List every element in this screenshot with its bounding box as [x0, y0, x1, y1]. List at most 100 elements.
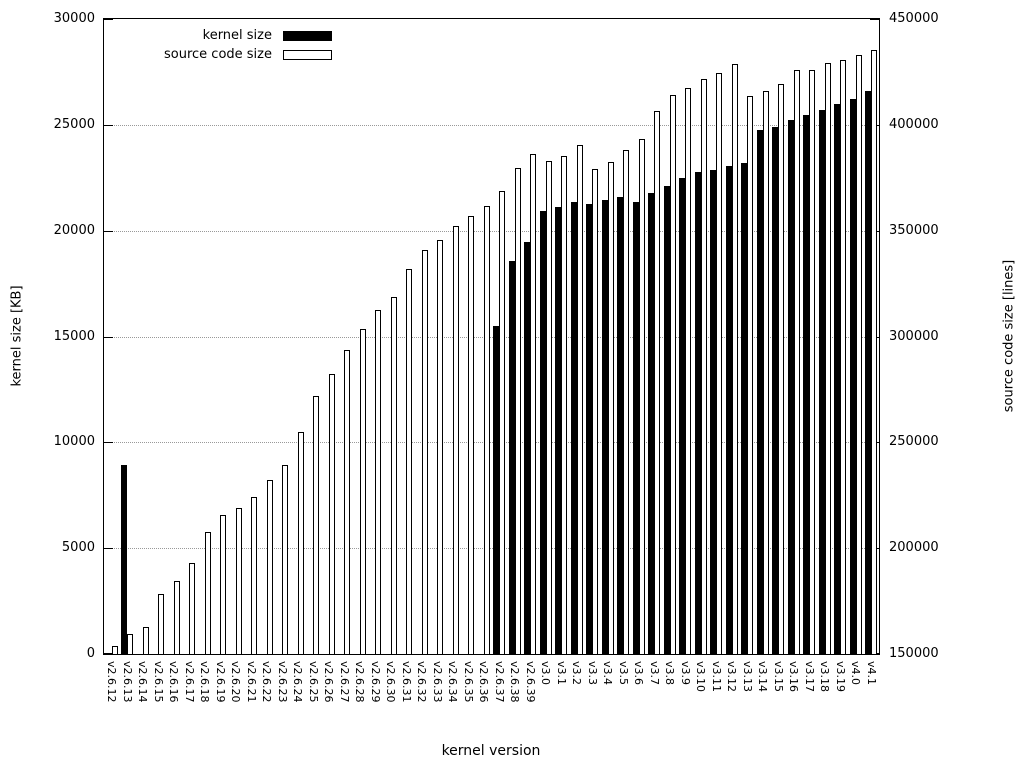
bar-kernel-size-v4.1: [865, 91, 871, 654]
x-tick-label-v2.6.24: v2.6.24: [291, 661, 304, 703]
bar-source-code-size-v2.6.19: [220, 515, 226, 654]
legend-row-source-code-size: source code size: [140, 45, 332, 64]
bar-kernel-size-v2.6.37: [493, 326, 499, 654]
x-tick-label-v3.12: v3.12: [725, 661, 738, 693]
bar-source-code-size-v2.6.22: [267, 480, 273, 654]
right-y-tick-label: 400000: [889, 117, 939, 132]
x-tick-label-v2.6.18: v2.6.18: [198, 661, 211, 703]
bar-source-code-size-v2.6.17: [189, 563, 195, 654]
bar-source-code-size-v3.5: [623, 150, 629, 654]
bar-source-code-size-v3.3: [592, 169, 598, 654]
x-tick-label-v3.16: v3.16: [787, 661, 800, 693]
bar-source-code-size-v3.16: [794, 70, 800, 654]
bar-source-code-size-v2.6.14: [143, 627, 149, 654]
bar-kernel-size-v3.18: [819, 110, 825, 654]
legend-label-source-code-size: source code size: [164, 47, 272, 62]
right-axis-tick-30000: [870, 19, 879, 20]
x-tick-label-v2.6.20: v2.6.20: [229, 661, 242, 703]
bar-source-code-size-v3.19: [840, 60, 846, 654]
x-tick-label-v2.6.32: v2.6.32: [415, 661, 428, 703]
bar-source-code-size-v2.6.32: [422, 250, 428, 654]
bar-source-code-size-v3.2: [577, 145, 583, 654]
bar-source-code-size-v2.6.39: [530, 154, 536, 654]
left-y-tick-label: 0: [86, 646, 95, 661]
bar-source-code-size-v3.0: [546, 161, 552, 654]
x-tick-label-v3.7: v3.7: [648, 661, 661, 686]
bar-kernel-size-v3.12: [726, 166, 732, 654]
bar-kernel-size-v3.1: [555, 207, 561, 654]
bar-kernel-size-v3.4: [602, 200, 608, 654]
x-tick-label-v2.6.14: v2.6.14: [136, 661, 149, 703]
bar-source-code-size-v3.4: [608, 162, 614, 654]
x-tick-label-v3.15: v3.15: [772, 661, 785, 693]
bar-source-code-size-v2.6.15: [158, 594, 164, 654]
right-y-tick-label: 350000: [889, 223, 939, 238]
bar-source-code-size-v2.6.35: [468, 216, 474, 654]
bar-kernel-size-v3.8: [664, 186, 670, 654]
right-y-axis-title: source code size [lines]: [1001, 259, 1017, 413]
bar-source-code-size-v2.6.37: [499, 191, 505, 654]
left-y-tick-label: 20000: [53, 223, 95, 238]
x-tick-label-v2.6.28: v2.6.28: [353, 661, 366, 703]
bar-source-code-size-v2.6.24: [298, 432, 304, 654]
left-y-tick-label: 5000: [61, 540, 95, 555]
bar-kernel-size-v3.7: [648, 193, 654, 654]
x-tick-label-v3.11: v3.11: [710, 661, 723, 693]
bar-source-code-size-v2.6.23: [282, 465, 288, 654]
x-tick-label-v2.6.31: v2.6.31: [400, 661, 413, 703]
bar-source-code-size-v3.6: [639, 139, 645, 654]
x-tick-label-v2.6.39: v2.6.39: [524, 661, 537, 703]
bar-source-code-size-v3.13: [747, 96, 753, 654]
x-tick-label-v2.6.12: v2.6.12: [105, 661, 118, 703]
x-tick-label-v3.4: v3.4: [601, 661, 614, 686]
left-axis-tick-30000: [104, 19, 113, 20]
bar-source-code-size-v2.6.28: [360, 329, 366, 654]
bar-source-code-size-v3.10: [701, 79, 707, 654]
x-tick-label-v2.6.16: v2.6.16: [167, 661, 180, 703]
bar-source-code-size-v2.6.33: [437, 240, 443, 654]
x-tick-label-v2.6.21: v2.6.21: [245, 661, 258, 703]
bar-source-code-size-v3.7: [654, 111, 660, 654]
bar-source-code-size-v2.6.13: [127, 634, 133, 654]
x-tick-label-v3.18: v3.18: [818, 661, 831, 693]
bar-source-code-size-v2.6.26: [329, 374, 335, 654]
bar-source-code-size-v3.17: [809, 70, 815, 654]
x-tick-label-v2.6.26: v2.6.26: [322, 661, 335, 703]
bar-kernel-size-v2.6.39: [524, 242, 530, 654]
bar-source-code-size-v2.6.21: [251, 497, 257, 654]
left-axis-tick-0: [104, 653, 113, 654]
right-y-tick-label: 150000: [889, 646, 939, 661]
bar-kernel-size-v3.17: [803, 115, 809, 654]
left-axis-tick-25000: [104, 125, 113, 126]
left-axis-tick-5000: [104, 548, 113, 549]
left-axis-tick-15000: [104, 337, 113, 338]
bar-source-code-size-v2.6.16: [174, 581, 180, 654]
x-tick-label-v2.6.19: v2.6.19: [214, 661, 227, 703]
x-tick-label-v3.6: v3.6: [632, 661, 645, 686]
bar-source-code-size-v4.1: [871, 50, 877, 654]
x-tick-label-v3.14: v3.14: [756, 661, 769, 693]
bar-kernel-size-v3.13: [741, 163, 747, 654]
bar-kernel-size-v3.19: [834, 104, 840, 654]
gridline-20000: [104, 231, 879, 232]
bar-source-code-size-v3.12: [732, 64, 738, 654]
gridline-10000: [104, 442, 879, 443]
bar-source-code-size-v4.0: [856, 55, 862, 654]
bar-source-code-size-v3.15: [778, 84, 784, 654]
x-tick-label-v3.3: v3.3: [586, 661, 599, 686]
bar-source-code-size-v2.6.38: [515, 168, 521, 654]
right-y-tick-label: 250000: [889, 434, 939, 449]
bar-source-code-size-v2.6.25: [313, 396, 319, 654]
x-axis-title: kernel version: [441, 743, 541, 759]
bar-source-code-size-v2.6.12: [112, 646, 118, 654]
x-tick-label-v2.6.23: v2.6.23: [276, 661, 289, 703]
x-tick-label-v2.6.35: v2.6.35: [462, 661, 475, 703]
bar-kernel-size-v3.2: [571, 202, 577, 654]
plot-area: [103, 18, 880, 655]
legend-row-kernel-size: kernel size: [140, 26, 332, 45]
left-y-tick-label: 10000: [53, 434, 95, 449]
right-y-tick-label: 300000: [889, 329, 939, 344]
x-tick-label-v2.6.27: v2.6.27: [338, 661, 351, 703]
bar-kernel-size-v3.5: [617, 197, 623, 654]
x-tick-label-v2.6.36: v2.6.36: [477, 661, 490, 703]
